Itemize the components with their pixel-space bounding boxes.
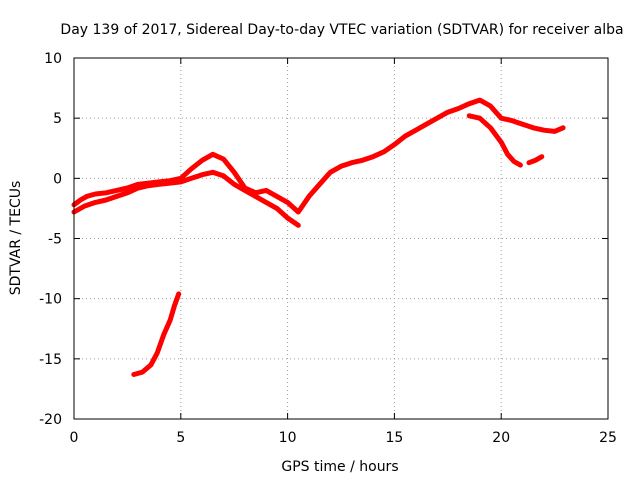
x-tick-label: 10 [279,430,297,446]
plot-frame [73,57,609,420]
chart-title: Day 139 of 2017, Sidereal Day-to-day VTE… [60,22,623,38]
x-tick-label: 15 [385,430,403,446]
grid-lines [74,58,608,419]
x-tick-label: 25 [599,430,617,446]
series-line-5 [526,154,545,166]
series-line-4 [466,113,523,168]
x-tick-label: 20 [492,430,510,446]
y-tick-label: -5 [48,232,62,248]
y-tick-label: 5 [53,111,62,127]
series-line-1 [71,97,566,215]
x-tick-label: 0 [70,430,79,446]
data-series [71,97,566,377]
y-tick-label: 0 [53,171,62,187]
series-line-2 [71,169,301,228]
axis-ticks: 0 5 10 15 20 25 -20 -15 -10 -5 0 5 10 [39,51,617,446]
y-tick-label: 10 [44,51,62,67]
x-tick-label: 5 [176,430,185,446]
series-line-3 [131,291,182,377]
x-axis-label: GPS time / hours [281,459,398,475]
y-tick-label: -15 [39,352,62,368]
y-axis-label: SDTVAR / TECUs [8,181,24,296]
y-tick-label: -10 [39,292,62,308]
y-tick-label: -20 [39,412,62,428]
